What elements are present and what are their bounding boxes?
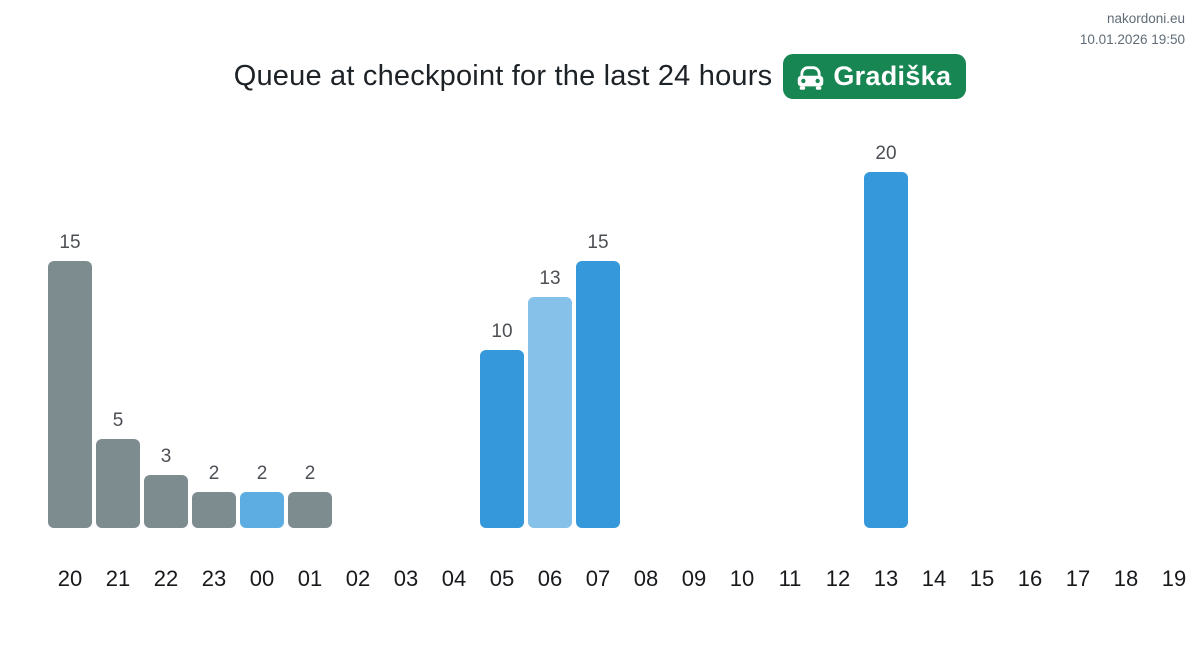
chart-column-05: 10	[478, 140, 526, 528]
x-tick-label-13: 13	[873, 566, 899, 591]
bar-value-label-00: 2	[256, 463, 268, 485]
x-axis: 20 21 22 23 00 01 02 03 04 05 06 07 08 09 10 11 12 13 14 15…	[46, 566, 1198, 592]
x-tick-label-02: 02	[345, 566, 371, 591]
bar-chart: 15 5 3 2 2 2 10 13 15 20	[46, 140, 1198, 528]
x-tick-label-14: 14	[921, 566, 947, 591]
x-tick-label-20: 20	[57, 566, 83, 591]
chart-column-11	[766, 140, 814, 528]
bar-value-label-20: 15	[59, 232, 81, 253]
bar-13	[864, 172, 908, 528]
chart-column-12	[814, 140, 862, 528]
chart-column-18	[1102, 140, 1150, 528]
checkpoint-name: Gradiška	[833, 61, 952, 91]
x-tick-label-09: 09	[681, 566, 707, 591]
chart-column-00: 2	[238, 140, 286, 528]
x-tick-label-15: 15	[969, 566, 995, 591]
x-tick-label-18: 18	[1113, 566, 1139, 591]
chart-column-15	[958, 140, 1006, 528]
x-tick-label-16: 16	[1017, 566, 1043, 591]
bar-value-label-07: 15	[587, 232, 609, 253]
x-tick-label-17: 17	[1065, 566, 1091, 591]
x-tick-label-19: 19	[1161, 566, 1187, 591]
report-timestamp: 10.01.2026 19:50	[1079, 31, 1185, 47]
car-front-icon	[795, 63, 826, 91]
x-tick-label-08: 08	[633, 566, 659, 591]
chart-column-09	[670, 140, 718, 528]
x-tick-label-22: 22	[153, 566, 179, 591]
chart-column-21: 5	[94, 140, 142, 528]
site-domain-link[interactable]: nakordoni.eu	[1106, 11, 1185, 26]
bar-07	[576, 261, 620, 528]
x-tick-label-12: 12	[825, 566, 851, 591]
site-info: nakordoni.eu 10.01.2026 19:50	[1080, 9, 1185, 51]
bar-21	[96, 439, 140, 528]
x-tick-label-00: 00	[249, 566, 275, 591]
chart-column-03	[382, 140, 430, 528]
x-tick-label-07: 07	[585, 566, 611, 591]
chart-column-06: 13	[526, 140, 574, 528]
bar-00	[240, 492, 284, 528]
bar-23	[192, 492, 236, 528]
chart-column-13: 20	[862, 140, 910, 528]
chart-column-01: 2	[286, 140, 334, 528]
chart-column-17	[1054, 140, 1102, 528]
x-tick-label-11: 11	[778, 566, 802, 591]
chart-column-23: 2	[190, 140, 238, 528]
chart-column-04	[430, 140, 478, 528]
bar-value-label-21: 5	[112, 410, 124, 431]
bar-value-label-01: 2	[304, 463, 316, 485]
chart-column-10	[718, 140, 766, 528]
x-tick-label-23: 23	[201, 566, 227, 591]
bar-05	[480, 350, 524, 528]
bar-06	[528, 296, 572, 528]
chart-column-02	[334, 140, 382, 528]
bar-value-label-23: 2	[208, 463, 220, 485]
bar-value-label-06: 13	[539, 267, 561, 289]
bar-01	[288, 492, 332, 528]
chart-column-20: 15	[46, 140, 94, 528]
x-tick-label-04: 04	[441, 566, 467, 591]
x-tick-label-10: 10	[729, 566, 755, 591]
x-tick-label-06: 06	[537, 566, 563, 591]
x-tick-label-01: 01	[297, 566, 323, 591]
chart-column-08	[622, 140, 670, 528]
chart-column-14	[910, 140, 958, 528]
checkpoint-badge[interactable]: Gradiška	[783, 54, 967, 99]
chart-column-16	[1006, 140, 1054, 528]
bar-value-label-22: 3	[160, 445, 172, 467]
bar-value-label-13: 20	[875, 143, 897, 164]
chart-column-19	[1150, 140, 1198, 528]
x-tick-label-05: 05	[489, 566, 515, 591]
title-row: Queue at checkpoint for the last 24 hour…	[0, 54, 1200, 99]
chart-column-22: 3	[142, 140, 190, 528]
x-tick-label-21: 21	[105, 566, 131, 591]
x-tick-label-03: 03	[393, 566, 419, 591]
bar-20	[48, 261, 92, 528]
bar-22	[144, 474, 188, 528]
chart-column-07: 15	[574, 140, 622, 528]
page-title: Queue at checkpoint for the last 24 hour…	[233, 60, 773, 92]
bar-value-label-05: 10	[491, 321, 513, 342]
